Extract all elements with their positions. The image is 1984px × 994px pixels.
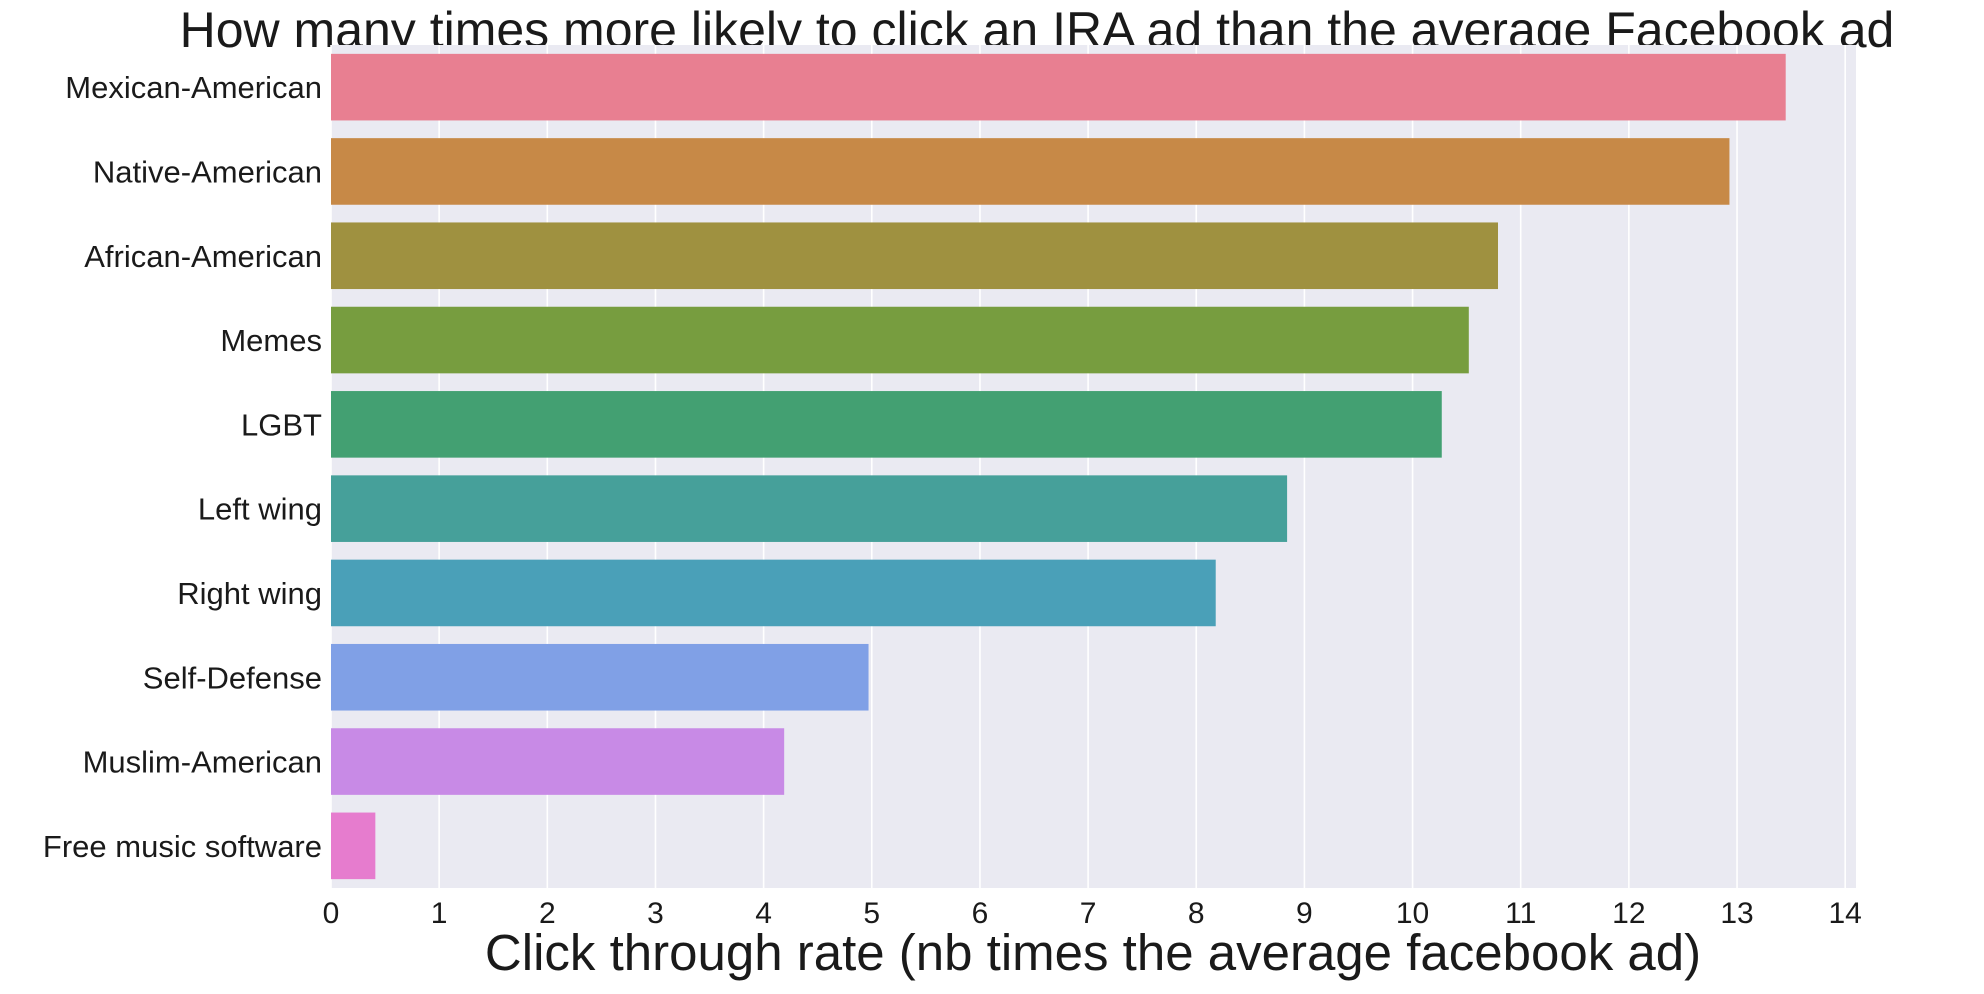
category-label: Mexican-American bbox=[65, 70, 322, 105]
x-tick-label: 6 bbox=[972, 897, 989, 930]
x-tick-label: 12 bbox=[1612, 897, 1645, 930]
x-tick-label: 11 bbox=[1505, 897, 1536, 930]
category-label: Right wing bbox=[177, 576, 322, 611]
x-tick-label: 7 bbox=[1080, 897, 1097, 930]
x-tick-label: 9 bbox=[1296, 897, 1313, 930]
bar-native-american bbox=[331, 138, 1730, 205]
bar-free-music-software bbox=[331, 812, 376, 880]
x-tick-labels: 0 1 2 3 4 5 6 7 8 9 10 11 12 13 14 bbox=[323, 897, 1862, 930]
x-tick-label: 2 bbox=[539, 897, 556, 930]
category-label: African-American bbox=[84, 239, 322, 274]
category-label: Muslim-American bbox=[83, 745, 322, 780]
x-tick-label: 10 bbox=[1396, 897, 1429, 930]
bar-memes bbox=[331, 306, 1469, 374]
category-label: Memes bbox=[220, 323, 322, 358]
category-label: Native-American bbox=[93, 154, 322, 189]
category-label: LGBT bbox=[241, 407, 322, 442]
bar-mexican-american bbox=[331, 53, 1786, 121]
category-label: Self-Defense bbox=[143, 660, 322, 695]
x-tick-label: 0 bbox=[323, 897, 340, 930]
x-tick-label: 8 bbox=[1188, 897, 1205, 930]
bar-african-american bbox=[331, 222, 1499, 290]
category-label: Free music software bbox=[43, 829, 322, 864]
bar-lgbt bbox=[331, 391, 1442, 458]
x-tick-label: 1 bbox=[431, 897, 448, 930]
x-tick-label: 14 bbox=[1828, 897, 1861, 930]
bar-muslim-american bbox=[331, 728, 785, 795]
category-label: Left wing bbox=[198, 492, 322, 527]
bar-self-defense bbox=[331, 643, 869, 711]
x-axis-label: Click through rate (nb times the average… bbox=[485, 924, 1701, 981]
x-tick-label: 3 bbox=[647, 897, 664, 930]
bar-left-wing bbox=[331, 475, 1288, 542]
bars bbox=[331, 53, 1786, 880]
x-tick-label: 13 bbox=[1720, 897, 1753, 930]
x-tick-label: 4 bbox=[755, 897, 772, 930]
category-labels: Mexican-American Native-American African-A… bbox=[43, 70, 322, 864]
bar-right-wing bbox=[331, 559, 1216, 627]
x-tick-label: 5 bbox=[863, 897, 880, 930]
